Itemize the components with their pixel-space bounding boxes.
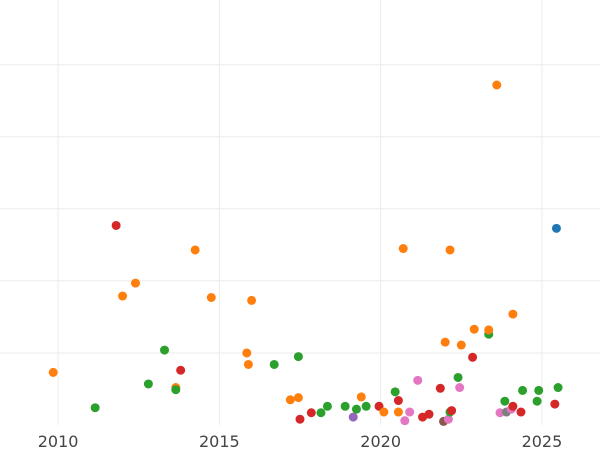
data-point bbox=[356, 392, 366, 402]
data-point bbox=[405, 407, 415, 417]
data-point bbox=[435, 383, 445, 393]
data-point bbox=[130, 278, 140, 288]
data-point bbox=[118, 291, 128, 301]
data-point bbox=[176, 365, 186, 375]
data-point bbox=[143, 379, 153, 389]
data-point bbox=[206, 293, 216, 302]
data-point bbox=[247, 295, 257, 305]
data-point bbox=[171, 385, 181, 395]
data-point bbox=[316, 408, 326, 418]
data-point bbox=[550, 399, 560, 409]
data-point bbox=[508, 401, 518, 411]
data-point bbox=[400, 416, 410, 426]
data-point bbox=[293, 352, 303, 362]
data-point bbox=[440, 337, 450, 347]
data-point bbox=[468, 352, 478, 362]
data-point bbox=[48, 367, 58, 377]
data-point bbox=[492, 80, 502, 90]
data-points bbox=[48, 80, 563, 426]
data-point bbox=[340, 401, 350, 411]
data-point bbox=[348, 412, 358, 422]
data-point bbox=[295, 414, 305, 424]
data-point bbox=[484, 325, 494, 335]
data-point bbox=[455, 383, 465, 393]
gridlines bbox=[0, 0, 600, 425]
data-point bbox=[242, 348, 252, 358]
data-point bbox=[453, 372, 463, 382]
data-point bbox=[456, 340, 466, 350]
data-point bbox=[379, 407, 389, 417]
x-tick-label: 2020 bbox=[360, 432, 401, 450]
data-point bbox=[413, 375, 423, 385]
data-point bbox=[269, 359, 279, 369]
data-point bbox=[500, 396, 510, 406]
data-point bbox=[532, 396, 542, 406]
data-point bbox=[111, 220, 121, 230]
data-point bbox=[285, 395, 295, 405]
data-point bbox=[390, 387, 400, 397]
data-point bbox=[243, 359, 253, 369]
data-point bbox=[351, 404, 361, 414]
data-point bbox=[322, 401, 332, 411]
data-point bbox=[443, 414, 453, 424]
x-axis-ticks: 2010 2015 2020 2025 bbox=[38, 432, 563, 450]
data-point bbox=[469, 324, 479, 334]
data-point bbox=[398, 244, 408, 254]
data-point bbox=[447, 406, 457, 416]
data-point bbox=[393, 396, 403, 406]
data-point bbox=[551, 223, 561, 233]
data-point bbox=[160, 345, 170, 355]
data-point bbox=[190, 245, 200, 255]
data-point bbox=[90, 403, 100, 413]
data-point bbox=[424, 409, 434, 419]
data-point bbox=[306, 408, 316, 418]
data-point bbox=[518, 385, 528, 395]
data-point bbox=[445, 245, 455, 255]
x-tick-label: 2015 bbox=[199, 432, 240, 450]
data-point bbox=[516, 407, 526, 417]
data-point bbox=[508, 309, 518, 319]
data-point bbox=[534, 385, 544, 395]
data-point bbox=[393, 407, 403, 417]
x-tick-label: 2025 bbox=[522, 432, 563, 450]
x-tick-label: 2010 bbox=[38, 432, 79, 450]
data-point bbox=[293, 393, 303, 403]
data-point bbox=[361, 401, 371, 411]
data-point bbox=[553, 383, 563, 393]
